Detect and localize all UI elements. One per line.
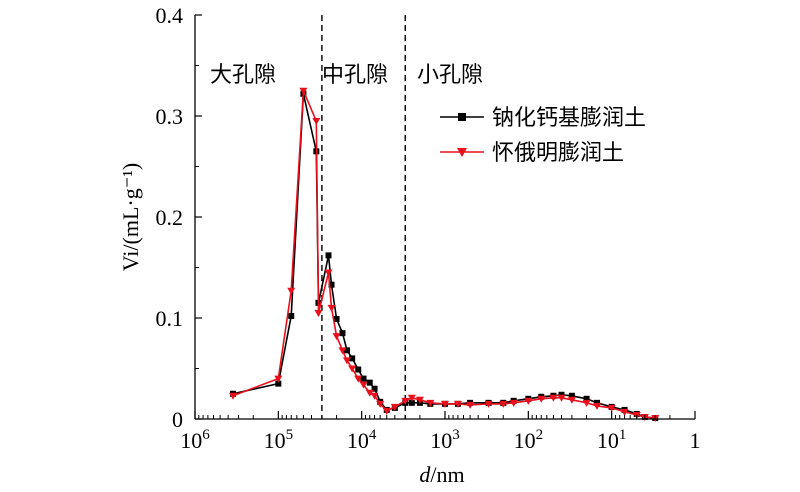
data-point (339, 330, 346, 337)
region-label-macropore: 大孔隙 (210, 63, 276, 88)
data-point (557, 394, 566, 402)
data-point (371, 385, 378, 392)
data-point (325, 252, 332, 259)
data-point (275, 380, 282, 387)
data-point (499, 400, 508, 408)
data-point (558, 391, 565, 398)
data-point (348, 365, 357, 373)
data-point (407, 394, 416, 402)
y-tick-label: 0 (172, 407, 183, 432)
data-point (349, 355, 356, 362)
x-axis-title: d/nm (419, 462, 464, 487)
data-point (342, 357, 351, 365)
data-point (327, 304, 336, 312)
legend-item-series-2: 怀俄明膨润土 (440, 141, 624, 166)
data-point (524, 397, 533, 405)
data-point (607, 404, 616, 412)
data-point (299, 87, 308, 95)
series-2 (228, 87, 660, 422)
data-point (360, 375, 367, 382)
data-point (228, 392, 237, 400)
y-axis-title: Vi/(mL·g⁻¹) (118, 163, 143, 272)
y-tick-label: 0.4 (156, 3, 184, 28)
data-point (401, 397, 410, 405)
legend-item-series-1: 钠化钙基膨润土 (440, 106, 646, 131)
x-tick-label: 102 (514, 427, 544, 453)
data-point (328, 281, 335, 288)
data-point (390, 403, 399, 411)
data-point (466, 401, 475, 409)
y-tick-label: 0.1 (156, 306, 184, 331)
data-point (333, 316, 340, 323)
data-point (274, 375, 283, 383)
data-point (567, 396, 576, 404)
data-point (376, 400, 385, 408)
y-axis-ticks: 0 0.1 0.2 0.3 0.4 (156, 3, 202, 432)
series-layer (228, 87, 660, 422)
data-point (366, 379, 373, 386)
data-point (453, 400, 462, 408)
y-tick-label: 0.2 (156, 205, 184, 230)
data-point (354, 375, 363, 383)
region-label-micropore: 小孔隙 (417, 63, 483, 88)
x-tick-label: 101 (597, 427, 627, 453)
data-point (359, 381, 368, 389)
data-point (408, 399, 415, 406)
data-point (314, 309, 323, 317)
legend: 钠化钙基膨润土 怀俄明膨润土 (440, 106, 646, 166)
x-axis-ticks: 106 105 104 103 102 101 1 (180, 411, 701, 453)
data-point (537, 395, 546, 403)
region-label-mesopore: 中孔隙 (322, 63, 388, 88)
data-point (484, 400, 493, 408)
data-point (549, 394, 558, 402)
legend-label-series-2: 怀俄明膨润土 (492, 141, 624, 166)
data-point (568, 392, 575, 399)
x-tick-label: 104 (347, 427, 377, 453)
data-point (620, 408, 629, 416)
data-point (338, 347, 347, 355)
data-point (592, 402, 601, 410)
data-point (365, 389, 374, 397)
data-point (312, 118, 321, 126)
data-point (288, 312, 295, 319)
data-point (582, 399, 591, 407)
data-point (509, 399, 518, 407)
data-point (382, 407, 391, 415)
data-point (355, 366, 362, 373)
x-tick-label: 106 (180, 427, 210, 453)
data-point (287, 287, 296, 295)
data-point (332, 333, 341, 341)
data-point (583, 395, 590, 402)
data-point (441, 400, 449, 408)
plot-area: 106 105 104 103 102 101 1 0 0.1 0.2 0.3 0.4 (156, 3, 701, 453)
data-point (324, 269, 333, 277)
data-point (370, 392, 379, 400)
x-tick-label: 105 (264, 427, 294, 453)
x-tick-label: 103 (430, 427, 460, 453)
data-point (426, 399, 435, 407)
x-tick-label: 1 (690, 428, 701, 453)
data-point (593, 399, 600, 406)
data-point (415, 396, 424, 404)
region-boundaries (321, 15, 406, 419)
series-line (232, 90, 656, 419)
y-tick-label: 0.3 (156, 104, 184, 129)
data-point (343, 347, 350, 354)
legend-label-series-1: 钠化钙基膨润土 (492, 106, 646, 131)
